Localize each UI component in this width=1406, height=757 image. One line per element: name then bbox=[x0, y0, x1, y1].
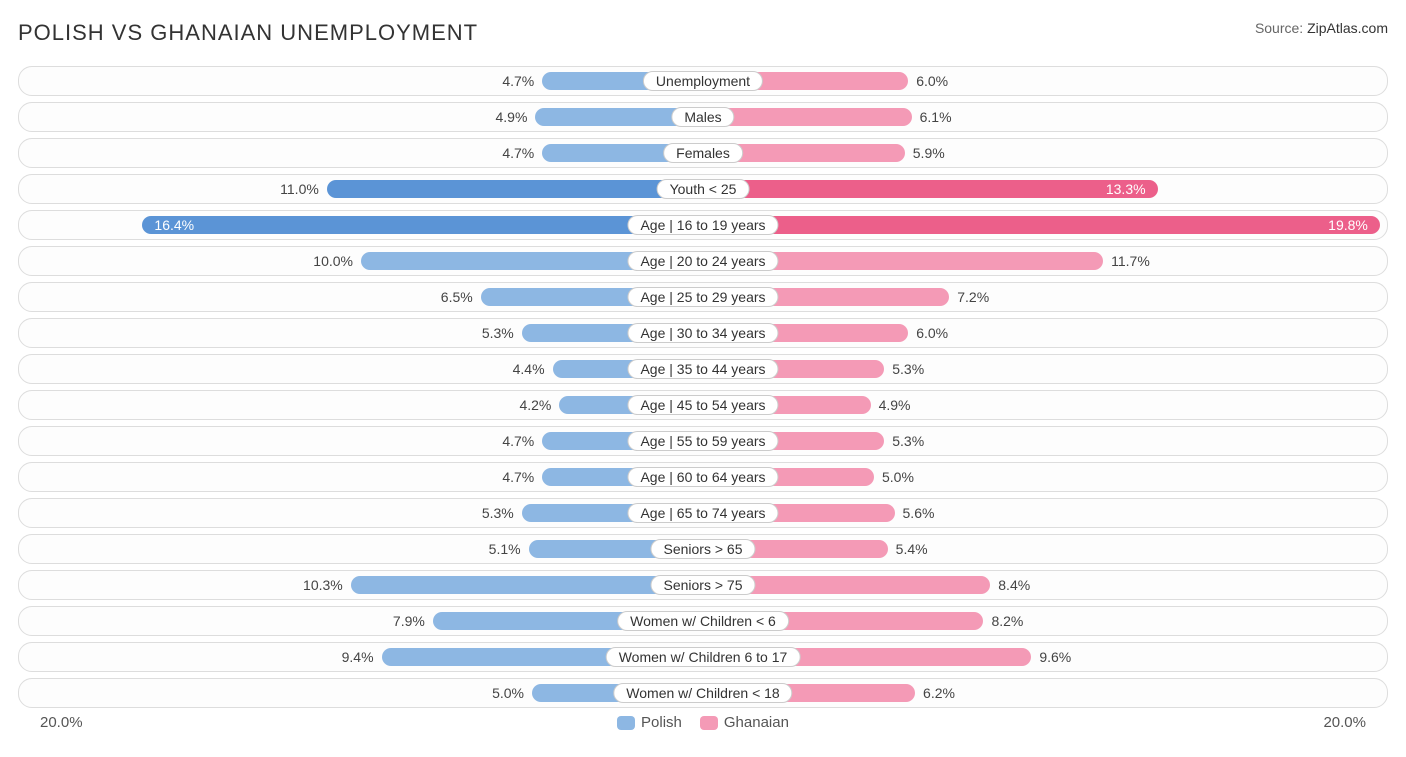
value-left: 5.1% bbox=[489, 541, 521, 557]
chart-row: 4.7% 5.9% Females bbox=[18, 138, 1388, 168]
value-left: 5.3% bbox=[482, 505, 514, 521]
chart-footer: 20.0% Polish Ghanaian 20.0% bbox=[18, 714, 1388, 731]
chart-row: 10.3% 8.4% Seniors > 75 bbox=[18, 570, 1388, 600]
value-left: 5.0% bbox=[492, 685, 524, 701]
category-label: Age | 25 to 29 years bbox=[627, 287, 778, 307]
value-right: 5.0% bbox=[882, 469, 914, 485]
chart-row: 16.4% 19.8% Age | 16 to 19 years bbox=[18, 210, 1388, 240]
value-right: 8.4% bbox=[998, 577, 1030, 593]
value-left: 4.7% bbox=[502, 145, 534, 161]
chart-legend: Polish Ghanaian bbox=[83, 714, 1324, 731]
category-label: Males bbox=[671, 107, 734, 127]
category-label: Women w/ Children 6 to 17 bbox=[606, 647, 801, 667]
bar-right bbox=[703, 216, 1380, 234]
source-value: ZipAtlas.com bbox=[1307, 20, 1388, 36]
value-right: 7.2% bbox=[957, 289, 989, 305]
bar-left bbox=[142, 216, 703, 234]
category-label: Age | 30 to 34 years bbox=[627, 323, 778, 343]
value-left: 6.5% bbox=[441, 289, 473, 305]
value-left: 10.0% bbox=[313, 253, 353, 269]
value-left: 11.0% bbox=[280, 181, 319, 197]
chart-title: POLISH VS GHANAIAN UNEMPLOYMENT bbox=[18, 20, 478, 46]
chart-row: 4.7% 6.0% Unemployment bbox=[18, 66, 1388, 96]
value-left: 4.4% bbox=[513, 361, 545, 377]
bar-right bbox=[703, 180, 1158, 198]
category-label: Age | 35 to 44 years bbox=[627, 359, 778, 379]
chart-row: 11.0% 13.3% Youth < 25 bbox=[18, 174, 1388, 204]
chart-row: 4.7% 5.0% Age | 60 to 64 years bbox=[18, 462, 1388, 492]
chart-source: Source: ZipAtlas.com bbox=[1255, 20, 1388, 36]
value-left: 4.9% bbox=[496, 109, 528, 125]
value-right: 6.0% bbox=[916, 73, 948, 89]
value-right: 19.8% bbox=[1328, 217, 1368, 233]
value-right: 9.6% bbox=[1039, 649, 1071, 665]
source-label: Source: bbox=[1255, 20, 1303, 36]
value-left: 4.7% bbox=[502, 73, 534, 89]
chart-row: 9.4% 9.6% Women w/ Children 6 to 17 bbox=[18, 642, 1388, 672]
category-label: Age | 45 to 54 years bbox=[627, 395, 778, 415]
value-right: 6.2% bbox=[923, 685, 955, 701]
value-right: 4.9% bbox=[879, 397, 911, 413]
category-label: Age | 20 to 24 years bbox=[627, 251, 778, 271]
legend-label: Ghanaian bbox=[724, 714, 789, 731]
chart-row: 7.9% 8.2% Women w/ Children < 6 bbox=[18, 606, 1388, 636]
value-right: 11.7% bbox=[1111, 253, 1150, 269]
category-label: Age | 16 to 19 years bbox=[627, 215, 778, 235]
value-left: 10.3% bbox=[303, 577, 343, 593]
chart-row: 5.0% 6.2% Women w/ Children < 18 bbox=[18, 678, 1388, 708]
legend-item: Polish bbox=[617, 714, 682, 731]
bar-left bbox=[327, 180, 703, 198]
category-label: Females bbox=[663, 143, 743, 163]
value-left: 16.4% bbox=[154, 217, 194, 233]
category-label: Seniors > 75 bbox=[651, 575, 756, 595]
category-label: Age | 65 to 74 years bbox=[627, 503, 778, 523]
chart-row: 5.1% 5.4% Seniors > 65 bbox=[18, 534, 1388, 564]
value-right: 8.2% bbox=[991, 613, 1023, 629]
chart-row: 5.3% 5.6% Age | 65 to 74 years bbox=[18, 498, 1388, 528]
legend-label: Polish bbox=[641, 714, 682, 731]
chart-row: 5.3% 6.0% Age | 30 to 34 years bbox=[18, 318, 1388, 348]
chart-row: 4.4% 5.3% Age | 35 to 44 years bbox=[18, 354, 1388, 384]
value-left: 4.7% bbox=[502, 433, 534, 449]
chart-header: POLISH VS GHANAIAN UNEMPLOYMENT Source: … bbox=[18, 20, 1388, 46]
value-right: 5.9% bbox=[913, 145, 945, 161]
value-right: 6.1% bbox=[920, 109, 952, 125]
value-right: 5.3% bbox=[892, 361, 924, 377]
category-label: Unemployment bbox=[643, 71, 763, 91]
legend-swatch bbox=[700, 716, 718, 730]
axis-left-max: 20.0% bbox=[18, 714, 83, 731]
value-right: 13.3% bbox=[1106, 181, 1146, 197]
value-left: 7.9% bbox=[393, 613, 425, 629]
value-right: 5.4% bbox=[896, 541, 928, 557]
legend-swatch bbox=[617, 716, 635, 730]
value-right: 5.3% bbox=[892, 433, 924, 449]
category-label: Seniors > 65 bbox=[651, 539, 756, 559]
chart-row: 4.9% 6.1% Males bbox=[18, 102, 1388, 132]
diverging-bar-chart: 4.7% 6.0% Unemployment 4.9% 6.1% Males 4.7% 5.9… bbox=[18, 66, 1388, 708]
chart-row: 4.7% 5.3% Age | 55 to 59 years bbox=[18, 426, 1388, 456]
value-left: 4.7% bbox=[502, 469, 534, 485]
category-label: Age | 60 to 64 years bbox=[627, 467, 778, 487]
value-left: 9.4% bbox=[342, 649, 374, 665]
category-label: Women w/ Children < 18 bbox=[613, 683, 792, 703]
value-left: 5.3% bbox=[482, 325, 514, 341]
value-right: 6.0% bbox=[916, 325, 948, 341]
chart-row: 6.5% 7.2% Age | 25 to 29 years bbox=[18, 282, 1388, 312]
chart-row: 4.2% 4.9% Age | 45 to 54 years bbox=[18, 390, 1388, 420]
category-label: Age | 55 to 59 years bbox=[627, 431, 778, 451]
value-left: 4.2% bbox=[519, 397, 551, 413]
legend-item: Ghanaian bbox=[700, 714, 789, 731]
axis-right-max: 20.0% bbox=[1323, 714, 1388, 731]
category-label: Youth < 25 bbox=[657, 179, 750, 199]
category-label: Women w/ Children < 6 bbox=[617, 611, 789, 631]
value-right: 5.6% bbox=[903, 505, 935, 521]
chart-row: 10.0% 11.7% Age | 20 to 24 years bbox=[18, 246, 1388, 276]
